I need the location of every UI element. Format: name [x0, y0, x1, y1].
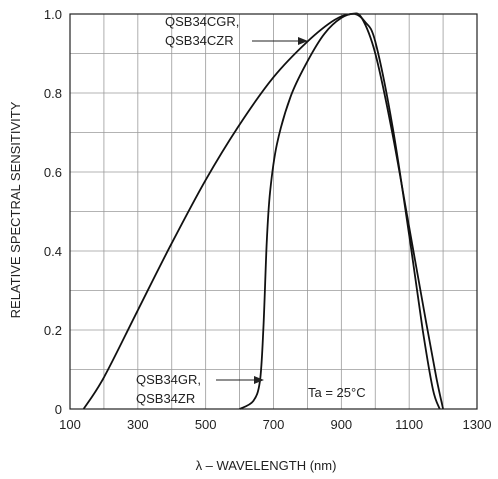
y-tick-label: 0	[55, 402, 62, 417]
x-axis-title: λ – WAVELENGTH (nm)	[196, 458, 337, 473]
x-tick-labels: 100 300 500 700 900 1100 1300	[59, 417, 491, 432]
lower-series-label-line1: QSB34GR,	[136, 372, 201, 387]
y-axis-title: RELATIVE SPECTRAL SENSITIVITY	[8, 101, 23, 318]
x-tick-label: 500	[195, 417, 217, 432]
x-tick-label: 1100	[395, 417, 423, 432]
y-tick-label: 1.0	[44, 7, 62, 22]
grid	[69, 13, 478, 410]
y-tick-labels: 0 0.2 0.4 0.6 0.8 1.0	[44, 7, 62, 417]
x-tick-label: 300	[127, 417, 149, 432]
series-line-qsb34gr	[239, 12, 441, 410]
y-tick-label: 0.4	[44, 244, 62, 259]
upper-series-label-line2: QSB34CZR	[165, 33, 234, 48]
x-tick-label: 100	[59, 417, 81, 432]
y-tick-label: 0.8	[44, 86, 62, 101]
x-tick-label: 700	[263, 417, 285, 432]
lower-label-arrow-head	[254, 376, 264, 384]
x-tick-label: 1300	[463, 417, 492, 432]
plot-frame	[69, 13, 478, 410]
series-curves	[82, 12, 444, 410]
x-tick-label: 900	[330, 417, 352, 432]
y-tick-label: 0.6	[44, 165, 62, 180]
y-tick-label: 0.2	[44, 323, 62, 338]
upper-series-label-line1: QSB34CGR,	[165, 14, 239, 29]
series-line-qsb34cgr	[82, 12, 444, 410]
upper-label-arrow-head	[298, 37, 308, 45]
lower-series-label-line2: QSB34ZR	[136, 391, 195, 406]
temperature-condition: Ta = 25°C	[308, 385, 366, 400]
